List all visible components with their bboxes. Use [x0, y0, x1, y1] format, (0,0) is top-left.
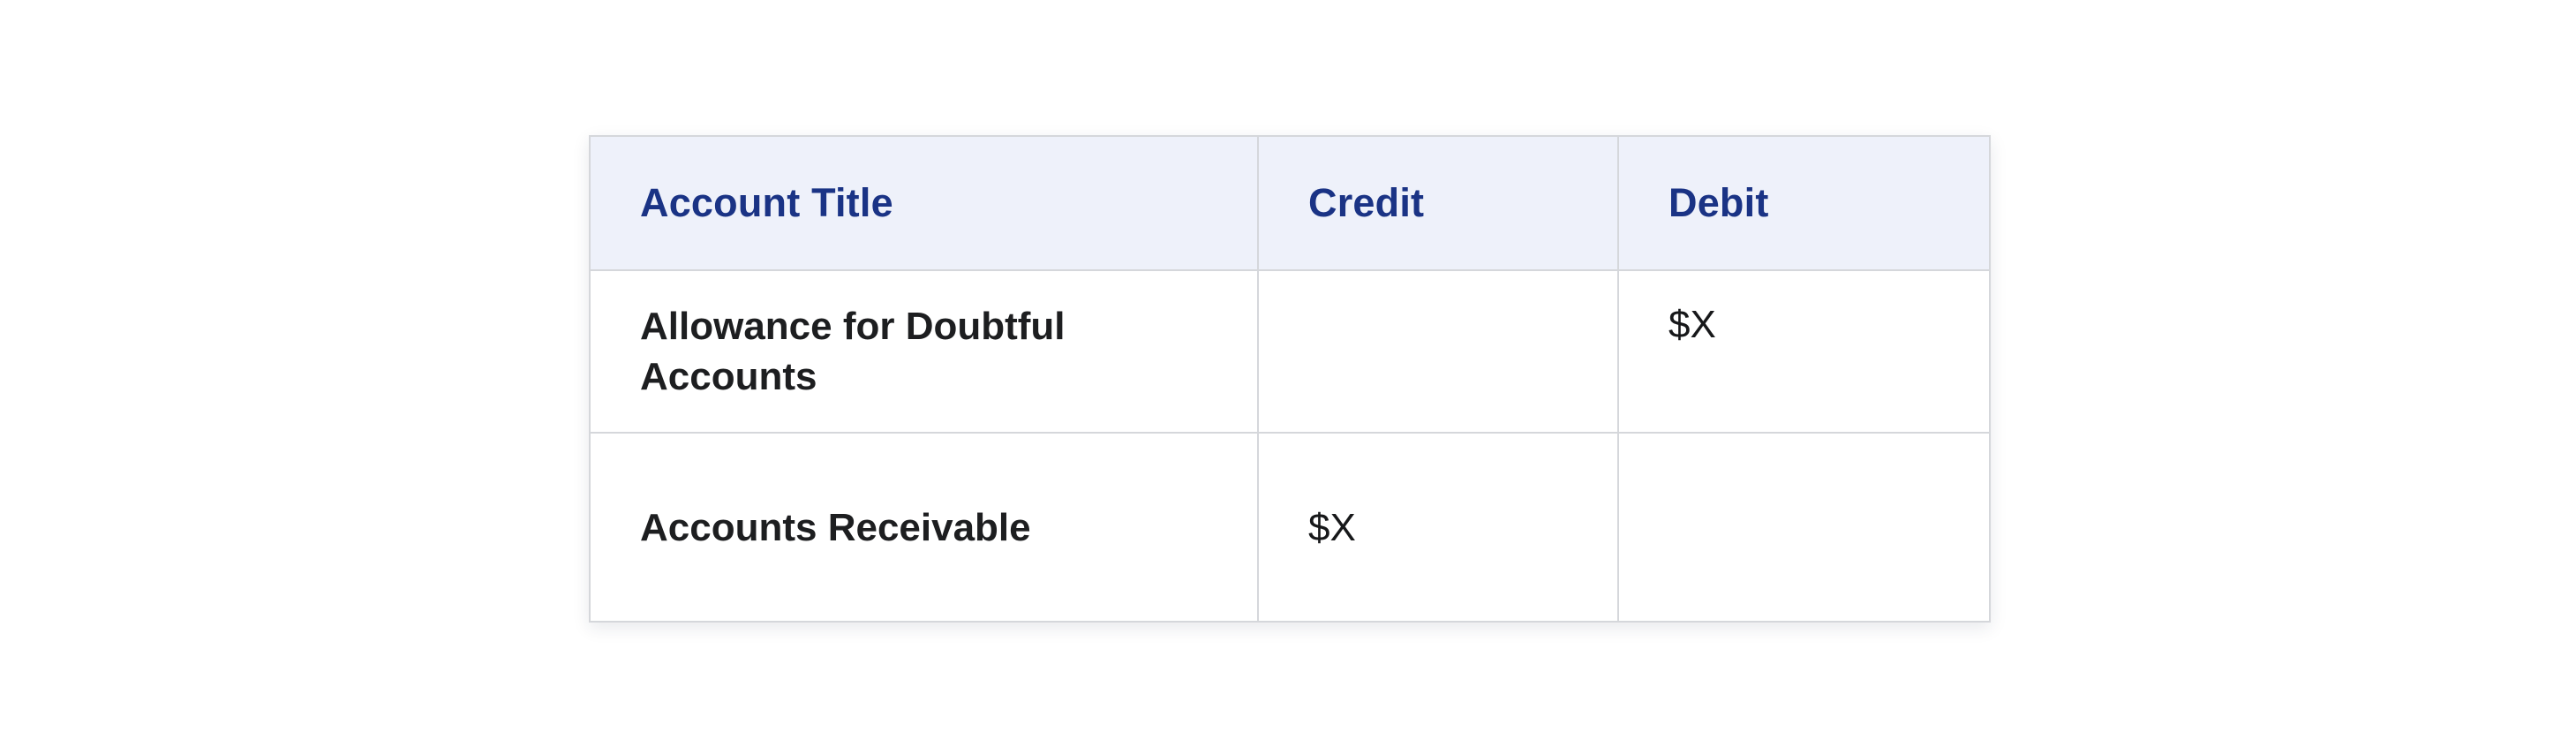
journal-entry-table: Account Title Credit Debit Allowance for… — [589, 135, 1991, 623]
cell-credit-allowance — [1257, 269, 1619, 434]
table-row-allowance: Allowance for Doubtful Accounts $X — [589, 269, 1991, 434]
header-cell-debit: Debit — [1617, 135, 1991, 271]
cell-account-title-receivable: Accounts Receivable — [589, 432, 1259, 623]
header-cell-account-title: Account Title — [589, 135, 1259, 271]
table-header-row: Account Title Credit Debit — [589, 135, 1991, 271]
cell-debit-allowance: $X — [1617, 269, 1991, 434]
table-row-accounts-receivable: Accounts Receivable $X — [589, 432, 1991, 623]
header-cell-credit: Credit — [1257, 135, 1619, 271]
cell-debit-receivable — [1617, 432, 1991, 623]
cell-account-title-allowance: Allowance for Doubtful Accounts — [589, 269, 1259, 434]
cell-credit-receivable: $X — [1257, 432, 1619, 623]
